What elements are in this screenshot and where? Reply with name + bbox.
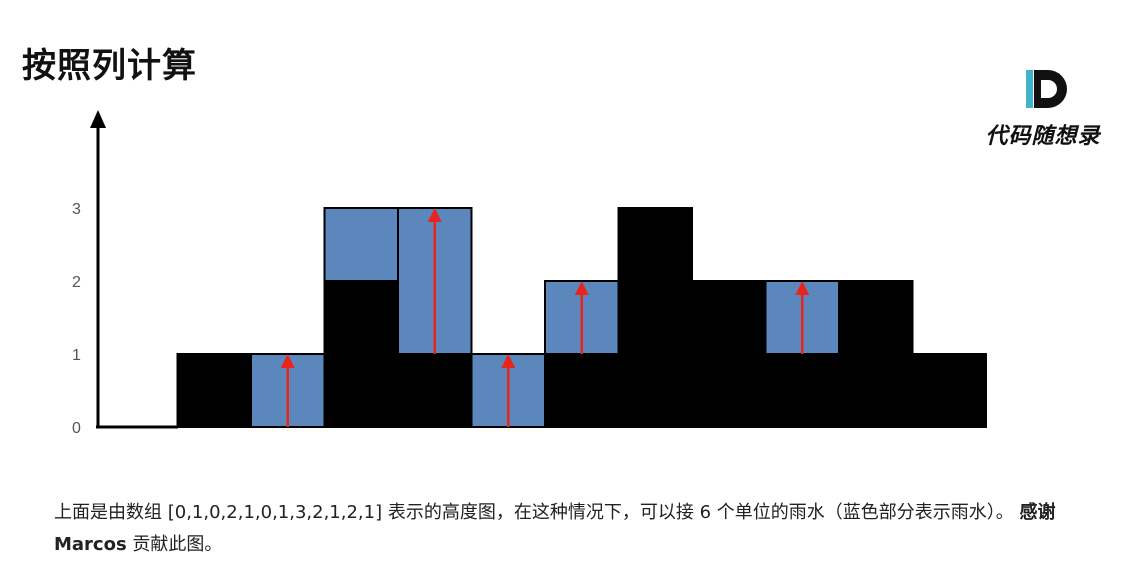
water-arrow [574, 281, 589, 354]
elevation-bar [176, 353, 252, 428]
y-tick-label: 1 [72, 347, 81, 364]
caption: 上面是由数组 [0,1,0,2,1,0,1,3,2,1,2,1] 表示的高度图，… [54, 497, 1134, 561]
elevation-bar [323, 280, 399, 428]
page-title: 按照列计算 [22, 46, 197, 86]
elevation-bar [911, 353, 987, 428]
water-arrow [501, 354, 516, 427]
trapping-rain-water-chart: 0 1 2 3 [72, 110, 987, 437]
y-tick-labels: 0 1 2 3 [72, 201, 81, 437]
y-tick-label: 3 [72, 201, 81, 218]
caption-text: 上面是由数组 [0,1,0,2,1,0,1,3,2,1,2,1] 表示的高度图，… [54, 502, 1020, 523]
elevation-bar [838, 280, 914, 428]
elevation-bars [176, 207, 987, 428]
elevation-bar [764, 353, 840, 428]
elevation-bar [691, 280, 767, 428]
logo-text: 代码随想录 [985, 123, 1101, 149]
elevation-bar [397, 353, 473, 428]
y-axis [90, 110, 178, 429]
elevation-bar [617, 207, 693, 428]
logo: 代码随想录 [968, 64, 1118, 154]
caption-thanks: 感谢 Marcos [54, 502, 1056, 555]
water-arrow [427, 208, 442, 354]
caption-suffix: 贡献此图。 [126, 534, 223, 555]
y-tick-label: 0 [72, 420, 81, 437]
logo-d-icon [1026, 70, 1067, 108]
water-arrow [280, 354, 295, 427]
water-block [323, 207, 399, 282]
elevation-bar [544, 353, 620, 428]
water-arrow [795, 281, 810, 354]
y-tick-label: 2 [72, 274, 81, 291]
water-arrows [280, 208, 810, 427]
y-axis-arrowhead [90, 110, 106, 128]
